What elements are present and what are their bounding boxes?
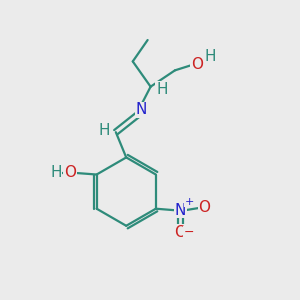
Text: H: H — [205, 49, 216, 64]
Text: −: − — [184, 226, 194, 239]
Text: H: H — [156, 82, 168, 97]
Text: N: N — [175, 203, 186, 218]
Text: O: O — [174, 225, 186, 240]
Text: N: N — [136, 102, 147, 117]
Text: H: H — [50, 165, 62, 180]
Text: O: O — [199, 200, 211, 215]
Text: O: O — [64, 165, 76, 180]
Text: +: + — [184, 197, 194, 207]
Text: O: O — [191, 57, 203, 72]
Text: H: H — [99, 123, 110, 138]
